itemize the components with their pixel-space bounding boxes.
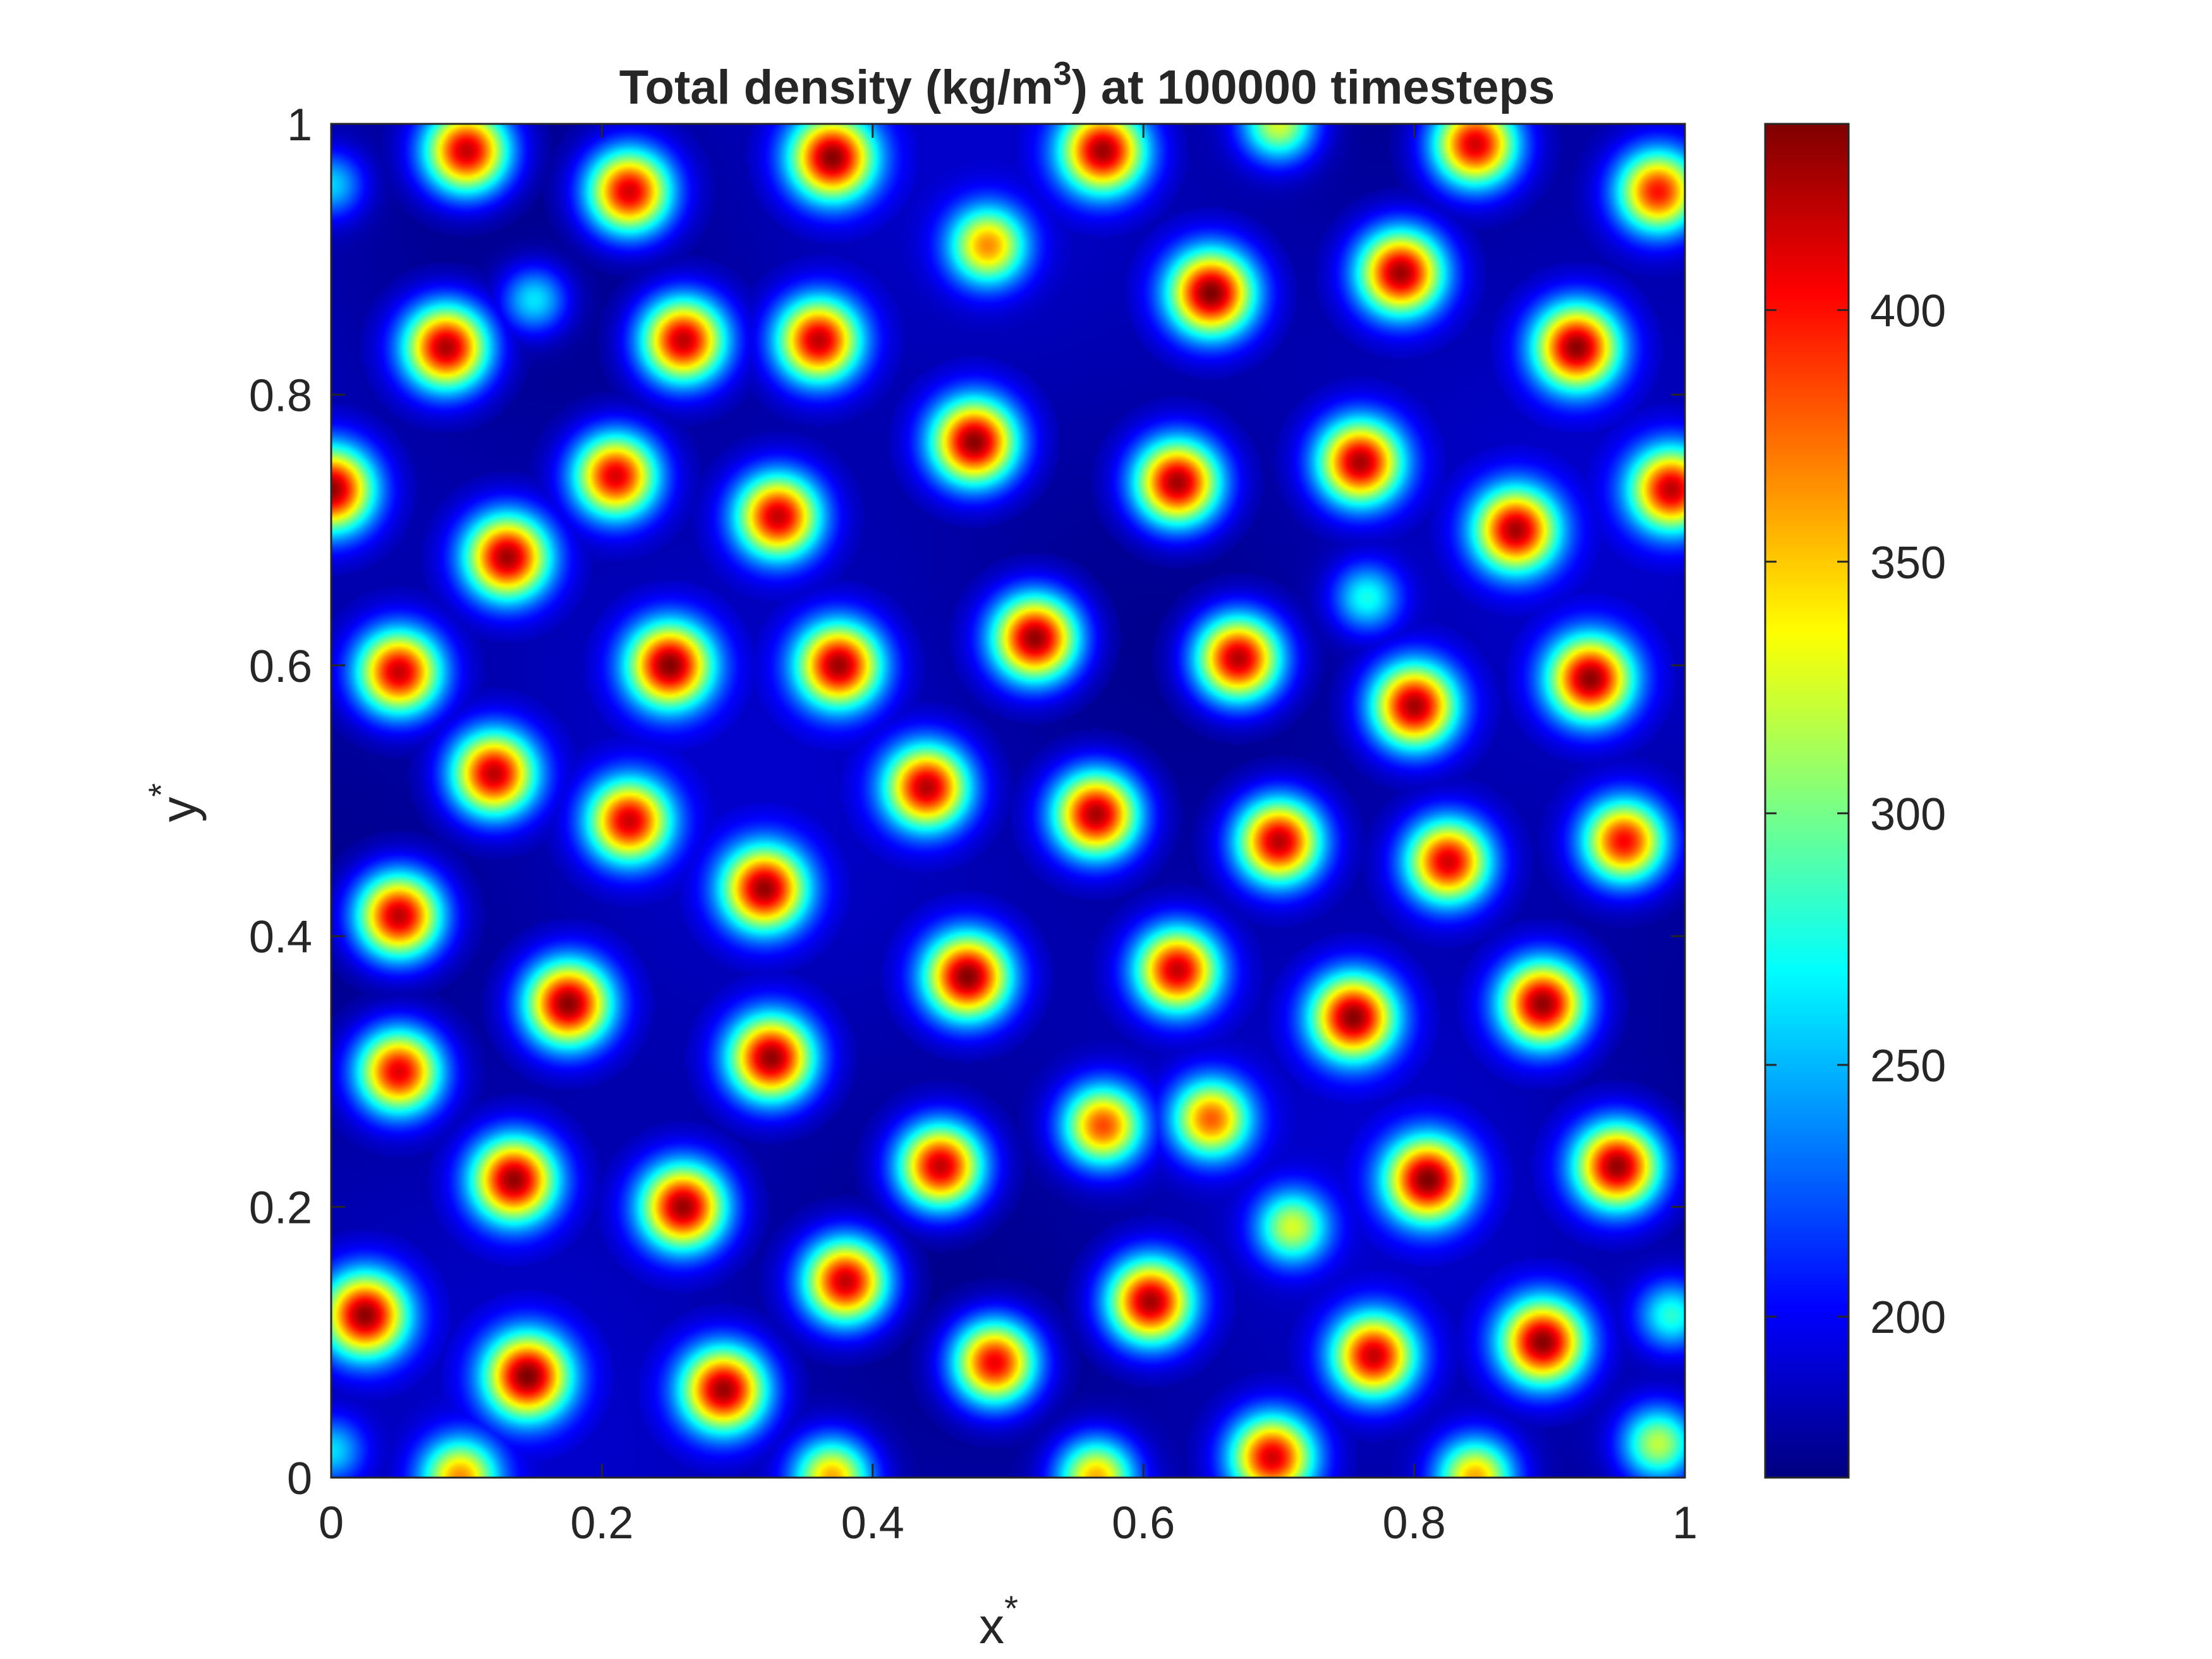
density-field xyxy=(331,124,1685,1478)
y-tick-label: 0.6 xyxy=(249,641,312,692)
colorbar-tick-label: 300 xyxy=(1870,789,1946,840)
x-axis-label: x* xyxy=(979,1588,1018,1654)
colorbar-ticks: 200 250 300 350 400 xyxy=(1765,286,1946,1343)
x-tick-label: 0.4 xyxy=(841,1498,904,1548)
x-tick-label: 0.2 xyxy=(570,1498,633,1548)
plot-frame xyxy=(330,123,1686,1479)
colorbar-tick-label: 400 xyxy=(1870,286,1946,337)
x-tick-label: 0.8 xyxy=(1383,1498,1446,1548)
y-tick-label: 0.8 xyxy=(249,370,312,421)
x-tick-label: 0 xyxy=(319,1498,344,1548)
colorbar: 200 250 300 350 400 xyxy=(1764,123,1946,1479)
chart-title-prefix: Total density (kg/m xyxy=(619,61,1054,114)
x-tick-label: 0.6 xyxy=(1112,1498,1175,1548)
x-axis-ticks: 0 0.2 0.4 0.6 0.8 1 xyxy=(319,124,1698,1548)
x-axis-label-superscript: * xyxy=(1004,1588,1018,1628)
chart-title-superscript: 3 xyxy=(1054,56,1072,92)
chart-title-suffix: ) at 100000 timesteps xyxy=(1072,61,1555,114)
y-axis-label-superscript: * xyxy=(141,783,181,797)
chart-title: Total density (kg/m3) at 100000 timestep… xyxy=(619,56,1555,114)
x-tick-label: 1 xyxy=(1672,1498,1698,1548)
y-axis-label: y* xyxy=(141,783,207,822)
colorbar-canvas xyxy=(1765,124,1849,1478)
colorbar-tick-label: 200 xyxy=(1870,1292,1946,1343)
y-axis-label-text: y xyxy=(150,797,207,822)
x-axis-label-text: x xyxy=(979,1598,1004,1654)
colorbar-tick-label: 350 xyxy=(1870,538,1946,588)
y-tick-label: 0.4 xyxy=(249,912,312,963)
y-tick-label: 1 xyxy=(287,100,312,150)
heatmap-image xyxy=(331,124,1685,1478)
colorbar-frame xyxy=(1764,123,1850,1479)
colorbar-tick-label: 250 xyxy=(1870,1041,1946,1091)
y-axis-ticks: 0 0.2 0.4 0.6 0.8 1 xyxy=(249,100,1685,1504)
plot-area: 0 0.2 0.4 0.6 0.8 1 0 0.2 0.4 0.6 0.8 1 xyxy=(249,100,1698,1548)
y-tick-label: 0.2 xyxy=(249,1183,312,1234)
colorbar-gradient xyxy=(1765,124,1849,1478)
y-tick-label: 0 xyxy=(287,1454,312,1504)
